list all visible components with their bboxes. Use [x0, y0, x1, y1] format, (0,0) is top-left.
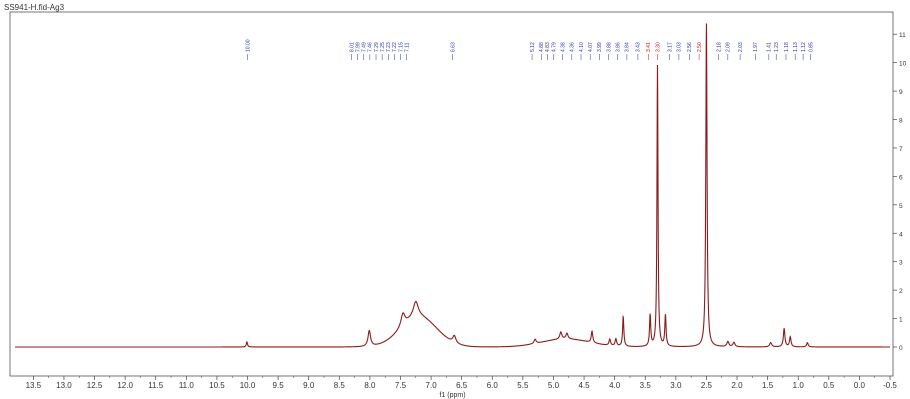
peak-label: 3.03 [677, 42, 683, 52]
peak-label: 7.23 [386, 42, 392, 52]
x-tick-label: 4.5 [578, 381, 590, 390]
x-axis-label: f1 (ppm) [439, 392, 465, 399]
peak-label: 3.30 [655, 42, 661, 52]
peak-label: 6.63 [450, 42, 456, 52]
peak-label: 2.56 [687, 42, 693, 52]
x-tick-label: 6.0 [487, 381, 499, 390]
y-tick-label: 3 [899, 260, 903, 267]
peak-label: 7.46 [368, 42, 374, 52]
peak-label: 1.97 [753, 42, 759, 52]
peak-label: 3.84 [625, 42, 631, 52]
plot-border [9, 11, 894, 377]
y-axis: 0 1 2 3 4 5 6 7 8 9 10 11 [893, 32, 907, 352]
peak-label: 7.29 [374, 42, 380, 52]
peak-label: 4.83 [545, 42, 551, 52]
peak-label: 5.12 [530, 42, 536, 52]
x-tick-label: 12.0 [117, 381, 133, 390]
peak-label: 1.13 [793, 42, 799, 52]
peak-label: 7.49 [362, 42, 368, 52]
x-tick-label: 12.5 [87, 381, 103, 390]
x-tick-label: 11.0 [179, 381, 195, 390]
x-tick-label: 9.5 [273, 381, 285, 390]
peak-label: 4.88 [539, 42, 545, 52]
peak-label: 8.01 [349, 42, 355, 52]
spectrum-line [15, 23, 890, 348]
x-tick-label: 13.5 [26, 381, 42, 390]
y-tick-label: 7 [899, 146, 903, 153]
x-tick-label: 2.0 [731, 381, 743, 390]
x-tick-label: -0.5 [883, 381, 897, 390]
x-tick-label: 9.0 [303, 381, 315, 390]
peak-label: 2.03 [738, 42, 744, 52]
peak-label: 2.09 [726, 42, 732, 52]
peak-label: 7.99 [355, 42, 361, 52]
x-tick-label: 8.5 [334, 381, 346, 390]
peak-label: 4.07 [588, 42, 594, 52]
x-tick-label: 6.5 [456, 381, 468, 390]
peak-label: 3.88 [606, 42, 612, 52]
peak-label: 3.17 [668, 42, 674, 52]
peak-label: 7.15 [398, 42, 404, 52]
y-tick-label: 11 [899, 32, 906, 39]
x-tick-label: 4.0 [609, 381, 621, 390]
x-tick-label: 1.5 [762, 381, 774, 390]
spectrum-layer [15, 23, 890, 348]
y-tick-label: 1 [899, 317, 903, 324]
x-tick-label: 13.0 [56, 381, 72, 390]
y-tick-label: 4 [899, 231, 903, 238]
peak-label: 3.86 [616, 42, 622, 52]
x-axis: 13.5 13.0 12.5 12.0 11.5 11.0 10.5 10.0 9.5 9.0 8.… [26, 376, 897, 390]
peak-label: 7.25 [380, 42, 386, 52]
peak-label: 7.22 [392, 42, 398, 52]
spectrum-title: SS941-H.fid-Ag3 [4, 3, 65, 12]
peak-label: 1.18 [784, 42, 790, 52]
peak-label: 4.36 [570, 42, 576, 52]
peak-label: 1.41 [767, 42, 773, 52]
y-tick-label: 10 [899, 61, 907, 68]
x-tick-label: 3.0 [670, 381, 682, 390]
peak-label: 4.79 [551, 42, 557, 52]
x-tick-label: 2.5 [701, 381, 713, 390]
peak-label: 7.11 [404, 42, 410, 52]
peak-label: 10.00 [245, 39, 251, 52]
x-tick-label: 1.0 [793, 381, 805, 390]
y-tick-label: 2 [899, 288, 903, 295]
x-tick-label: 0.5 [823, 381, 835, 390]
x-tick-label: 11.5 [148, 381, 164, 390]
peak-label: 3.41 [646, 42, 652, 52]
peak-label-layer: 10.00 8.01 7.99 7.49 7.46 7.29 7.25 7.23 7.22 7.1… [245, 39, 814, 60]
peak-label: 2.18 [716, 42, 722, 52]
x-tick-label: 3.5 [640, 381, 652, 390]
peak-label: 1.12 [801, 42, 807, 52]
x-tick-label: 8.0 [364, 381, 376, 390]
y-tick-label: 8 [899, 118, 903, 125]
peak-label: 3.99 [597, 42, 603, 52]
x-tick-label: 10.0 [240, 381, 256, 390]
peak-label: 3.43 [636, 42, 642, 52]
x-tick-label: 7.5 [395, 381, 407, 390]
y-tick-label: 5 [899, 203, 903, 210]
peak-label: 4.10 [579, 42, 585, 52]
x-tick-label: 5.0 [548, 381, 560, 390]
peak-label: 4.38 [560, 42, 566, 52]
plot-frame [9, 11, 894, 377]
x-tick-label: 0.0 [854, 381, 866, 390]
peak-label: 0.85 [808, 42, 814, 52]
y-tick-label: 0 [899, 345, 903, 352]
x-tick-label: 10.5 [209, 381, 225, 390]
peak-label: 1.23 [774, 42, 780, 52]
x-tick-label: 7.0 [426, 381, 438, 390]
peak-label: 2.50 [697, 42, 703, 52]
y-tick-label: 9 [899, 89, 903, 96]
x-tick-label: 5.5 [517, 381, 529, 390]
y-tick-label: 6 [899, 174, 903, 181]
